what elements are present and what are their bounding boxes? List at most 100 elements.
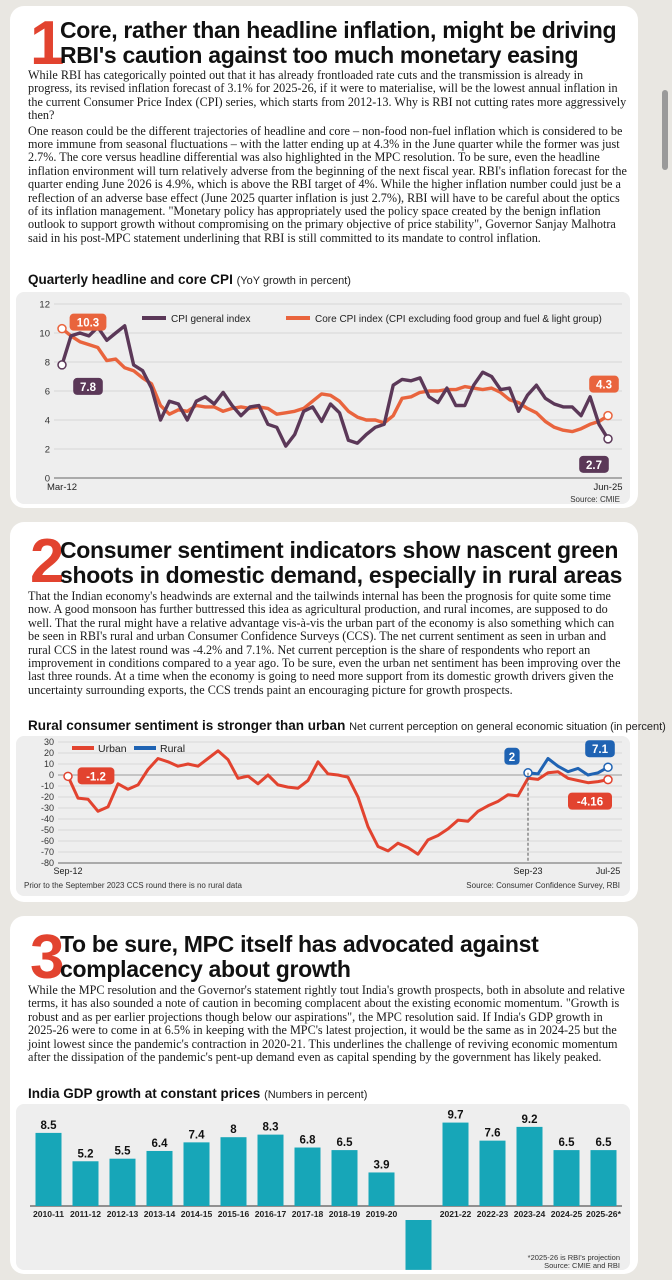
y-tick-label: 6 xyxy=(45,387,50,398)
gdp-bar xyxy=(146,1150,173,1206)
section-3-card: 3 To be sure, MPC itself has advocated a… xyxy=(10,916,638,1280)
gdp-bar xyxy=(294,1147,321,1206)
y-tick-label: -30 xyxy=(41,803,54,813)
bar-value-label: 6.4 xyxy=(152,1138,169,1150)
series-point xyxy=(57,360,67,370)
gdp-bar xyxy=(183,1142,210,1206)
data-label: -1.2 xyxy=(86,771,106,783)
data-label: 10.3 xyxy=(77,318,99,330)
y-tick-label: -20 xyxy=(41,792,54,802)
chart-source: Source: Consumer Confidence Survey, RBI xyxy=(466,881,620,890)
bar-value-label: 8.5 xyxy=(41,1120,58,1132)
chart-title: Rural consumer sentiment is stronger tha… xyxy=(28,718,666,733)
chart-source: Source: CMIE xyxy=(570,495,620,504)
gdp-chart-box: 8.5 2010-11 5.2 2011-12 5.5 2012-13 6.4 2013-14… xyxy=(16,1104,630,1280)
urban-line xyxy=(66,749,609,856)
section-body-text: While the MPC resolution and the Governo… xyxy=(28,983,628,1066)
section-number: 2 xyxy=(30,527,65,596)
chart-title: Quarterly headline and core CPI (YoY gro… xyxy=(28,272,351,287)
y-tick-label: 20 xyxy=(44,748,54,758)
y-tick-label: 2 xyxy=(45,445,50,456)
gdp-bar-chart: 8.5 2010-11 5.2 2011-12 5.5 2012-13 6.4 2013-14… xyxy=(30,1110,622,1280)
gdp-bar xyxy=(405,1220,432,1270)
legend-label: Core CPI index (CPI excluding food group… xyxy=(315,314,602,325)
x-tick-label: Jun-25 xyxy=(593,482,622,493)
x-tick-label: 2021-22 xyxy=(440,1209,472,1219)
section-headline: To be sure, MPC itself has advocated aga… xyxy=(60,931,539,982)
paragraph: While RBI has categorically pointed out … xyxy=(28,68,627,123)
x-tick-label: 2022-23 xyxy=(477,1209,509,1219)
series-point xyxy=(603,774,613,785)
data-label: 7.1 xyxy=(592,744,609,756)
x-tick-label: 2023-24 xyxy=(514,1209,546,1219)
paragraph: One reason could be the different trajec… xyxy=(28,123,627,245)
data-label-bg xyxy=(504,747,520,765)
data-label-bg xyxy=(77,767,115,785)
gdp-bar xyxy=(479,1140,506,1206)
data-label-bg xyxy=(589,375,619,393)
series-point xyxy=(63,771,73,782)
section-headline: Core, rather than headline inflation, mi… xyxy=(60,17,617,68)
core-cpi-line xyxy=(60,327,609,434)
gdp-bar xyxy=(553,1150,580,1206)
bar-value-label: 6.5 xyxy=(559,1137,576,1149)
x-tick-label: Jul-25 xyxy=(596,866,621,876)
chart-note: *2025-26 is RBI's projection xyxy=(528,1253,620,1262)
gdp-bar xyxy=(516,1126,543,1206)
x-tick-label: 2024-25 xyxy=(551,1209,583,1219)
x-tick-label: 2013-14 xyxy=(144,1209,176,1219)
scrollbar[interactable] xyxy=(662,90,668,170)
series-point xyxy=(603,434,613,444)
x-tick-label: 2025-26* xyxy=(586,1209,622,1219)
gdp-bar xyxy=(442,1122,469,1206)
x-tick-label: 2010-11 xyxy=(33,1209,64,1219)
data-label-bg xyxy=(585,740,615,758)
data-label: -4.16 xyxy=(577,797,603,809)
bar-value-label: 6.5 xyxy=(596,1137,613,1149)
chart-title: India GDP growth at constant prices (Num… xyxy=(28,1086,368,1101)
legend-label: Urban xyxy=(98,743,127,755)
series-point xyxy=(603,762,613,772)
gdp-bar xyxy=(220,1137,247,1206)
data-label-bg xyxy=(568,792,612,810)
section-2-card: 2 Consumer sentiment indicators show nas… xyxy=(10,522,666,902)
cpi-general-line xyxy=(60,324,610,448)
y-tick-label: 10 xyxy=(44,759,54,769)
bar-value-label: 5.2 xyxy=(78,1148,94,1160)
x-tick-label: 2015-16 xyxy=(218,1209,250,1219)
data-label: 7.8 xyxy=(80,382,97,394)
bar-value-label: 6.5 xyxy=(337,1137,354,1149)
bar-value-label: 5.5 xyxy=(115,1146,132,1158)
paragraph: That the Indian economy's headwinds are … xyxy=(28,589,621,697)
gdp-bar xyxy=(109,1158,136,1206)
y-tick-label: -40 xyxy=(41,814,54,824)
x-tick-label: 2017-18 xyxy=(292,1209,324,1219)
y-tick-label: 12 xyxy=(39,300,50,311)
y-tick-label: 8 xyxy=(45,358,50,369)
data-label: 2.7 xyxy=(586,460,602,472)
y-tick-label: -60 xyxy=(41,836,54,846)
gdp-bar xyxy=(368,1172,395,1206)
data-label: 2 xyxy=(509,752,515,764)
data-label-bg xyxy=(69,313,107,331)
section-1-card: 1 Core, rather than headline inflation, … xyxy=(10,6,638,508)
data-label-bg xyxy=(579,455,609,473)
gdp-bar xyxy=(590,1150,617,1206)
bar-value-label: 3.9 xyxy=(374,1159,390,1171)
section-number: 1 xyxy=(30,9,65,78)
section-number: 3 xyxy=(30,923,65,992)
x-tick-label: 2018-19 xyxy=(329,1209,361,1219)
y-tick-label: 10 xyxy=(39,329,50,340)
ccs-chart-box: 30 20 10 0 -10 -20 -30 -40 -50 -60 -70 -80 Urban Rura… xyxy=(16,736,630,896)
gdp-bar xyxy=(257,1134,284,1206)
section-headline: Consumer sentiment indicators show nasce… xyxy=(60,537,623,588)
x-tick-label: Mar-12 xyxy=(47,482,77,493)
y-tick-label: 4 xyxy=(45,416,50,427)
x-tick-label: 2019-20 xyxy=(366,1209,398,1219)
bar-value-label: 9.7 xyxy=(448,1110,464,1122)
bar-value-label: 7.4 xyxy=(189,1129,206,1141)
y-tick-label: -70 xyxy=(41,847,54,857)
y-tick-label: 0 xyxy=(49,770,54,780)
gdp-bar xyxy=(72,1161,99,1206)
